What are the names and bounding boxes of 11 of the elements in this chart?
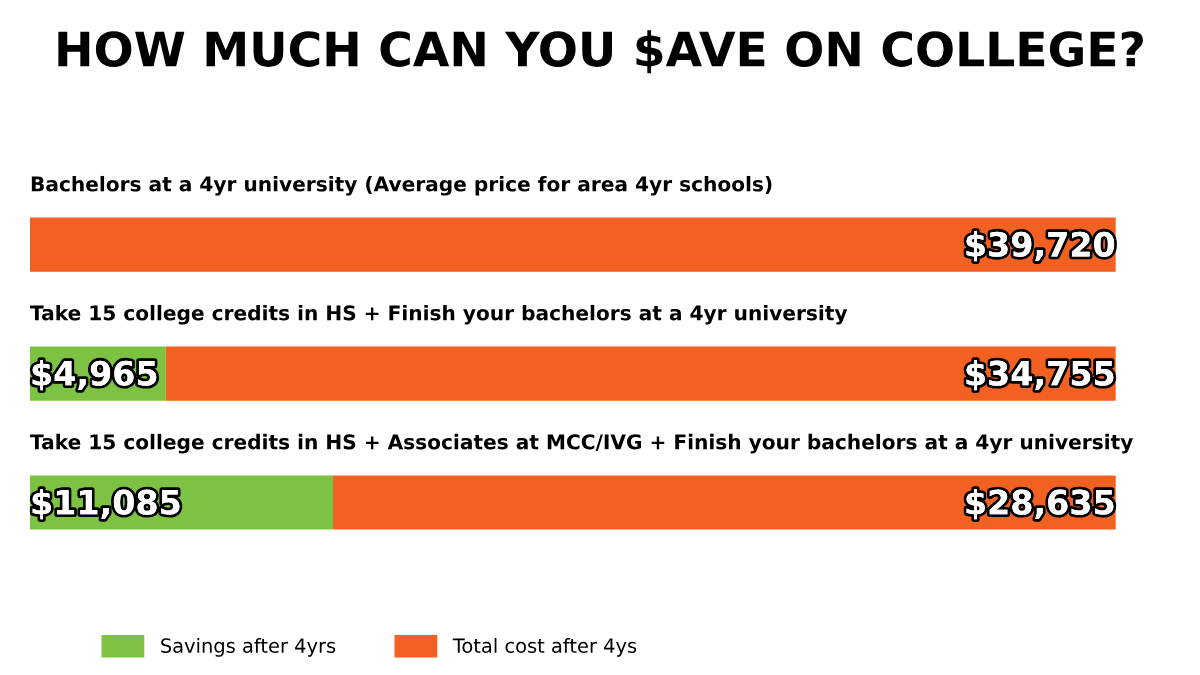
data-label: $39,720 [966,231,1115,262]
data-label: $4,965 [32,360,157,391]
legend-label: Savings after 4yrs [161,637,336,657]
data-label: $11,085 [32,488,180,520]
chart-title: HOW MUCH CAN YOU $AVE ON COLLEGE? [58,30,1143,74]
legend-label: Total cost after 4ys [452,637,637,657]
data-label: $34,755 [966,360,1114,391]
y-tick-label: Take 15 college credits in HS + Associates at MCC/IVG + Finish your bachelors at a 4yr university [30,433,1133,454]
y-tick-label: Take 15 college credits in HS + Finish your bachelors at a 4yr university [30,304,848,325]
y-tick-label: Bachelors at a 4yr university (Average price for area 4yr schools) [31,175,772,196]
data-label: $28,635 [966,488,1114,520]
